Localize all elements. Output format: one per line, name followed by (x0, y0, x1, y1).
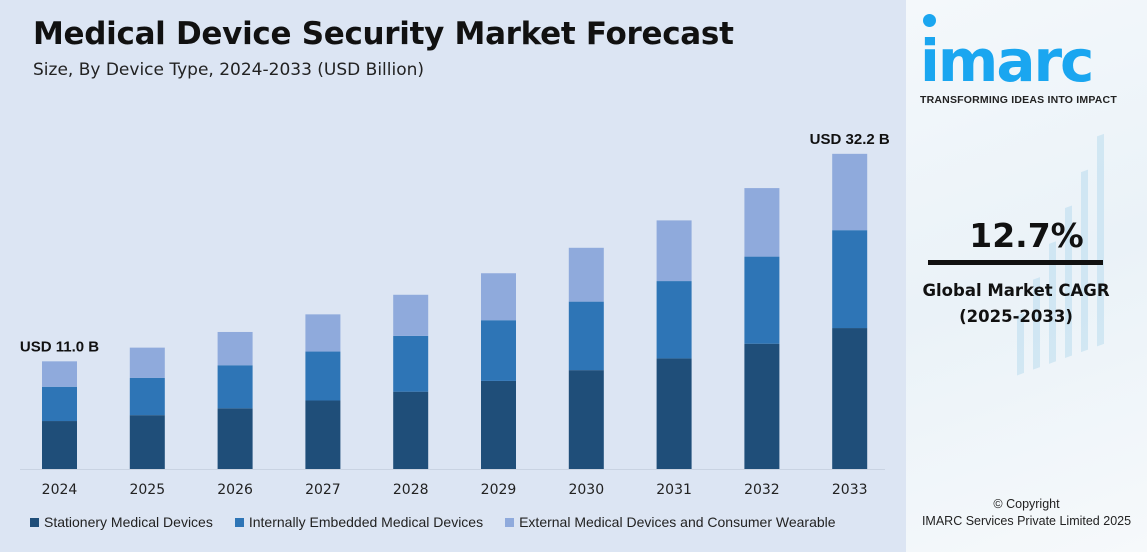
bar-segment-2025-series-1 (129, 415, 165, 469)
x-tick-label: 2029 (481, 482, 517, 498)
legend-item: Stationery Medical Devices (30, 514, 213, 530)
chart-legend: Stationery Medical Devices Internally Emb… (30, 514, 836, 530)
tagline: TRANSFORMING IDEAS INTO IMPACT (920, 94, 1117, 106)
cagr-label-text: Global Market CAGR (922, 281, 1110, 300)
bar-segment-2025-series-3 (129, 347, 165, 378)
x-tick-label: 2031 (656, 482, 692, 498)
bar-segment-2031-series-3 (656, 220, 692, 282)
bar-segment-2026-series-1 (217, 408, 253, 469)
total-value-label: USD 32.2 B (810, 131, 890, 148)
bar-segment-2031-series-1 (656, 358, 692, 469)
bar-segment-2033-series-2 (832, 230, 868, 329)
bar-segment-2024-series-1 (42, 421, 77, 469)
x-tick-label: 2033 (832, 482, 868, 498)
bar-segment-2031-series-2 (656, 281, 692, 359)
bar-segment-2025-series-2 (129, 377, 165, 416)
legend-swatch (505, 517, 515, 527)
imarc-logo: imarc (920, 10, 1140, 90)
cagr-period: (2025-2033) (959, 307, 1073, 326)
bar-segment-2029-series-1 (481, 380, 516, 469)
x-tick-label: 2026 (217, 482, 253, 498)
bar-segment-2024-series-2 (42, 386, 77, 422)
cagr-divider (928, 260, 1103, 265)
bar-segment-2030-series-3 (568, 247, 604, 302)
bar-segment-2024-series-3 (42, 361, 77, 387)
legend-swatch (234, 517, 244, 527)
bar-segment-2028-series-3 (393, 294, 429, 336)
bar-segment-2032-series-1 (744, 343, 780, 469)
legend-label: External Medical Devices and Consumer We… (519, 514, 836, 530)
bar-segment-2033-series-3 (832, 153, 868, 231)
legend-label: Stationery Medical Devices (44, 514, 213, 530)
info-sidebar: imarc TRANSFORMING IDEAS INTO IMPACT 12.… (906, 0, 1147, 552)
x-tick-label: 2028 (393, 482, 429, 498)
chart-panel: Medical Device Security Market Forecast … (0, 0, 906, 552)
bar-segment-2028-series-2 (393, 335, 429, 392)
legend-item: External Medical Devices and Consumer We… (505, 514, 836, 530)
copyright-line-1: © Copyright (993, 497, 1060, 511)
bar-segment-2026-series-2 (217, 365, 253, 409)
bar-segment-2030-series-2 (568, 301, 604, 371)
logo-text: imarc (920, 27, 1094, 95)
legend-item: Internally Embedded Medical Devices (234, 514, 484, 530)
bar-segment-2027-series-3 (305, 314, 341, 352)
chart-subtitle: Size, By Device Type, 2024-2033 (USD Bil… (33, 60, 425, 80)
bar-segment-2027-series-1 (305, 400, 341, 469)
copyright: © Copyright IMARC Services Private Limit… (906, 496, 1147, 530)
legend-label: Internally Embedded Medical Devices (248, 514, 484, 530)
legend-swatch (30, 517, 39, 527)
x-tick-label: 2025 (129, 482, 165, 498)
x-tick-label: 2027 (305, 482, 341, 498)
bar-segment-2028-series-1 (393, 391, 429, 469)
x-tick-label: 2032 (744, 482, 780, 498)
logo-dot (923, 14, 936, 27)
chart-title: Medical Device Security Market Forecast (33, 16, 734, 52)
total-value-label: USD 11.0 B (20, 338, 99, 355)
bar-segment-2029-series-2 (481, 320, 516, 381)
stacked-bar-chart: 2024 2025 2026 2027 2028 2029 2030 2031 2032 2033… (20, 131, 890, 498)
bar-segment-2030-series-1 (568, 370, 604, 469)
copyright-line-2: IMARC Services Private Limited 2025 (921, 514, 1132, 528)
bar-segment-2029-series-3 (481, 273, 516, 321)
bar-segment-2026-series-3 (217, 331, 253, 366)
bar-segment-2033-series-1 (832, 328, 868, 469)
bar-segment-2032-series-3 (744, 188, 780, 257)
bar-segment-2032-series-2 (744, 256, 780, 344)
cagr-label: Global Market CAGR (2025-2033) (906, 278, 1126, 330)
x-tick-label: 2024 (42, 482, 78, 498)
x-tick-label: 2030 (568, 482, 604, 498)
cagr-value: 12.7% (969, 216, 1084, 255)
bar-segment-2027-series-2 (305, 351, 341, 401)
